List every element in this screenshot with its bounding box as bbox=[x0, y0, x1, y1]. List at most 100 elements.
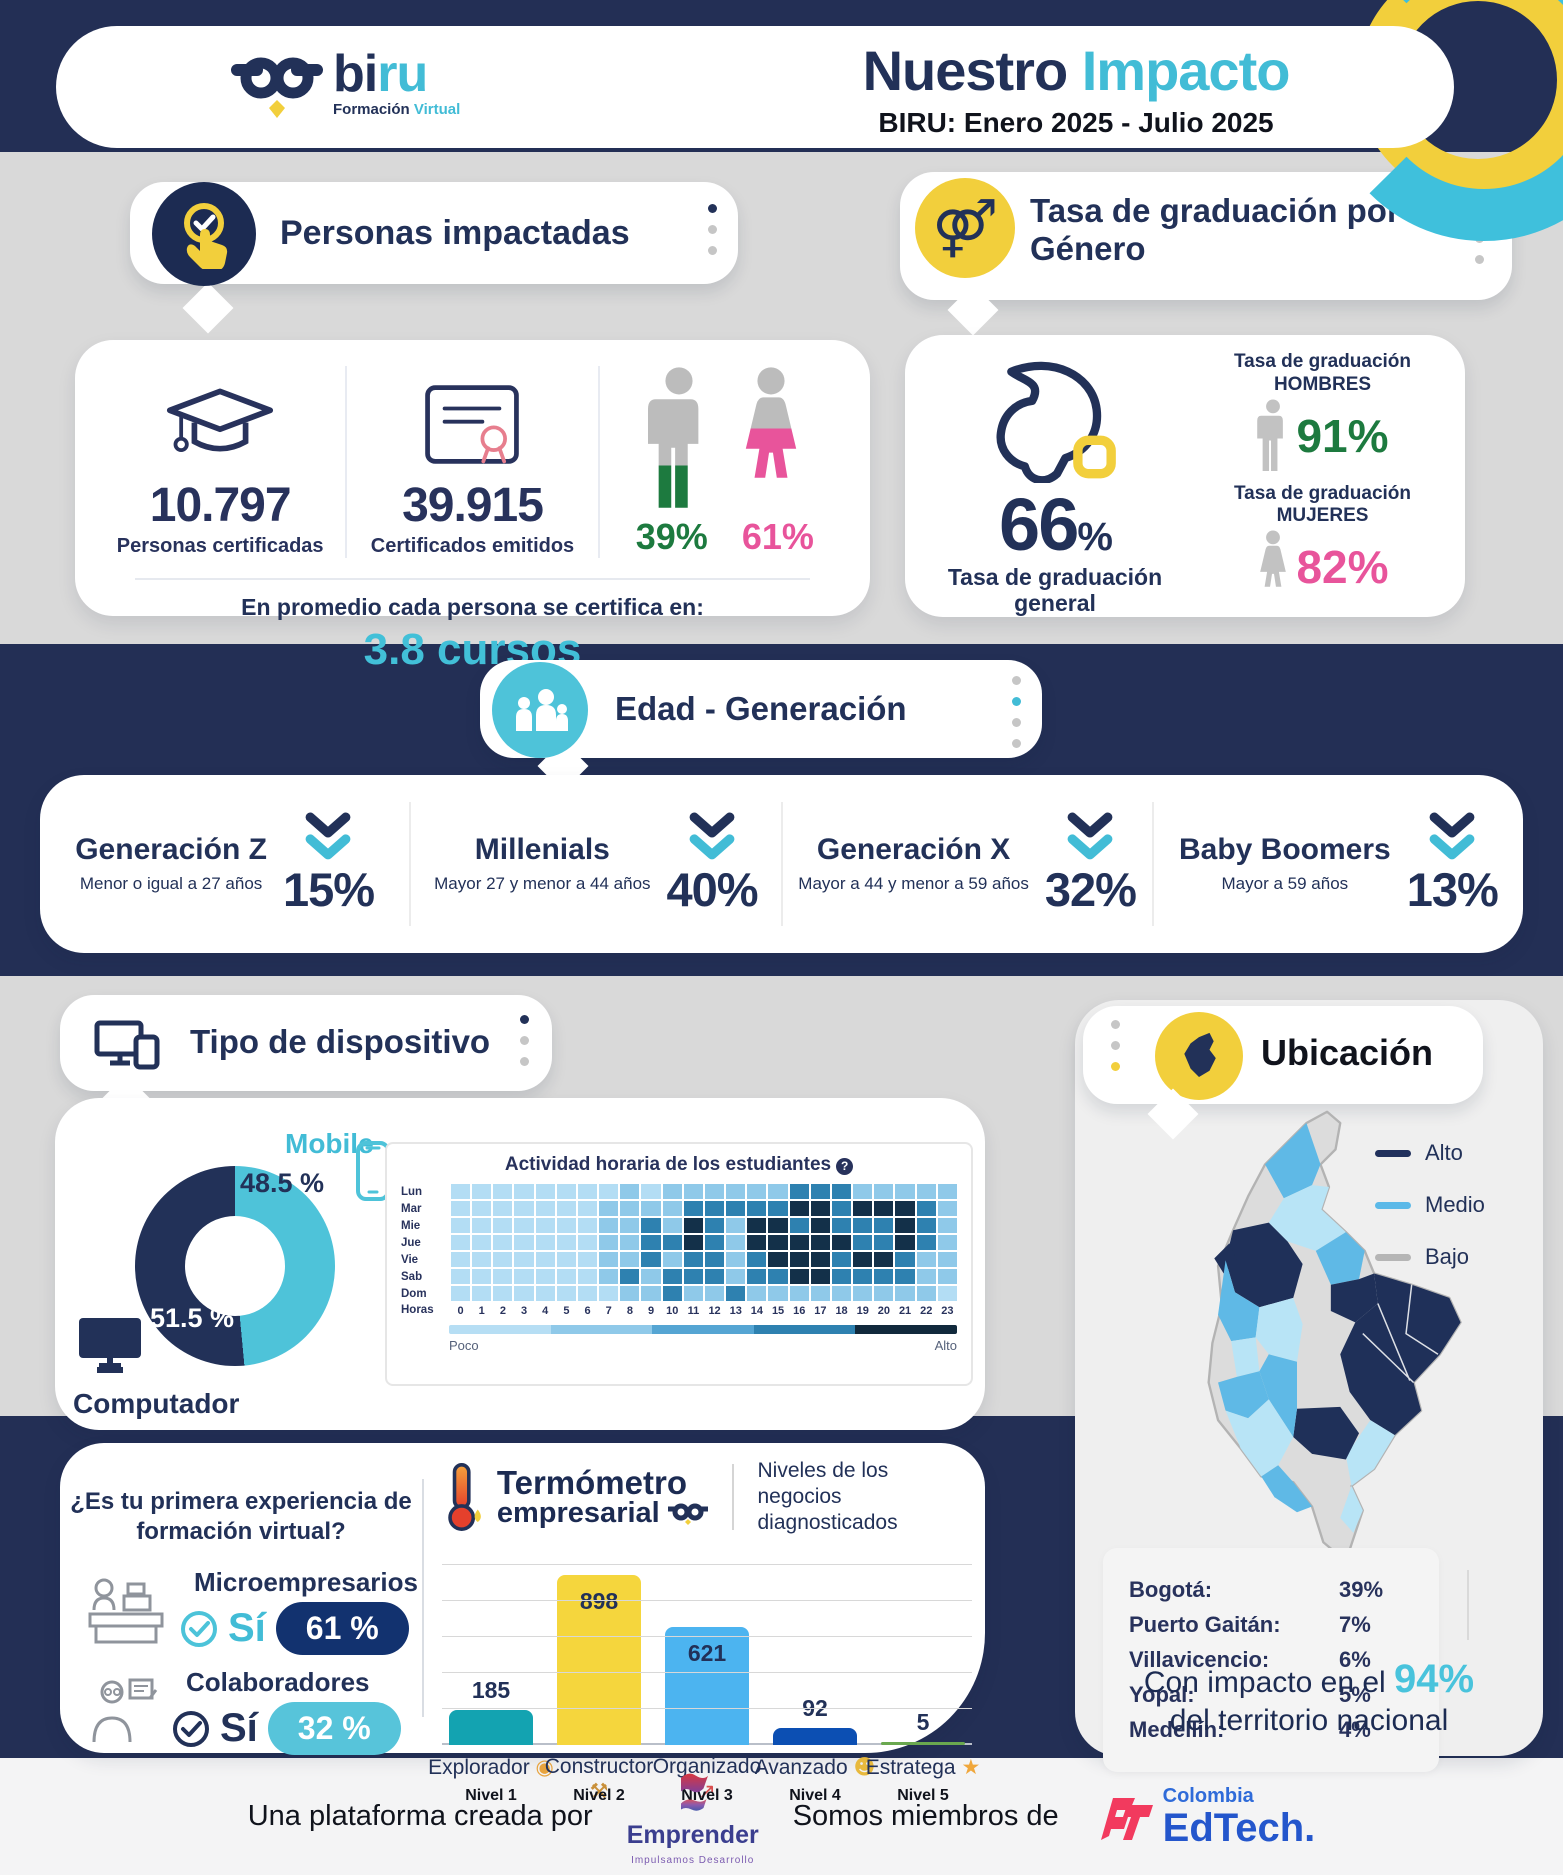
experiencia-question: ¿Es tu primera experiencia de formación v… bbox=[70, 1488, 412, 1545]
heatmap-cell bbox=[874, 1252, 894, 1267]
heatmap-cell bbox=[620, 1252, 640, 1267]
table-row: Villavicencio: 6% bbox=[1129, 1647, 1371, 1672]
si-label: Sí bbox=[228, 1606, 266, 1650]
male-figure-icon bbox=[647, 367, 699, 508]
heatmap-cell bbox=[937, 1201, 957, 1216]
heatmap-hour-label: 11 bbox=[687, 1305, 700, 1317]
gridline bbox=[442, 1600, 972, 1601]
dots-decoration bbox=[1111, 1014, 1120, 1077]
tasa-general-pct-sign: % bbox=[1077, 515, 1113, 559]
biru-logo: biru Formación Virtual bbox=[231, 48, 460, 122]
heatmap-hour-label: 9 bbox=[648, 1305, 655, 1317]
heatmap-row-label: Jue bbox=[401, 1236, 421, 1249]
footer-created-by: Una plataforma creada por bbox=[247, 1800, 593, 1832]
emprender-logo: Emprender Impulsamos Desarrollo bbox=[627, 1767, 759, 1866]
heatmap-hour-label: 5 bbox=[563, 1305, 570, 1317]
heatmap-cell bbox=[916, 1184, 936, 1199]
logo-text-bi: bi bbox=[333, 45, 378, 103]
edad-title: Edad - Generación bbox=[615, 690, 907, 727]
heatmap-cell bbox=[472, 1269, 492, 1284]
biru-owl-glasses-small-icon bbox=[667, 1503, 708, 1525]
colaboradores-row: Colaboradores Sí 32 % bbox=[88, 1667, 422, 1755]
emprender-tagline: Impulsamos Desarrollo bbox=[631, 1855, 755, 1866]
heatmap-cell bbox=[895, 1218, 915, 1233]
table-row: Puerto Gaitán: 7% bbox=[1129, 1612, 1371, 1637]
tasa-title-line2: Género bbox=[1030, 230, 1146, 267]
heatmap-cell bbox=[747, 1286, 767, 1301]
computer-percentage: 51.5 % bbox=[150, 1303, 235, 1333]
heatmap-cell bbox=[789, 1201, 809, 1216]
heatmap-cell bbox=[556, 1218, 576, 1233]
heatmap-row-label: Mar bbox=[401, 1202, 422, 1215]
heatmap-cell bbox=[556, 1201, 576, 1216]
heatmap-hour-label: 8 bbox=[626, 1305, 633, 1317]
microempresarios-row: Microempresarios Sí 61 % bbox=[88, 1567, 422, 1655]
heatmap-cell bbox=[853, 1218, 873, 1233]
tasa-mujeres-value: 82% bbox=[1296, 541, 1389, 594]
heatmap-cell bbox=[937, 1218, 957, 1233]
heatmap-cell bbox=[831, 1184, 852, 1199]
heatmap-cell bbox=[937, 1235, 957, 1250]
generation-pct: 15% bbox=[282, 862, 375, 916]
heatmap-cell bbox=[577, 1269, 598, 1284]
personas-stats-row: 10.797 Personas certificadas 39.915 Cert… bbox=[75, 340, 870, 558]
heatmap-hour-label: 2 bbox=[499, 1305, 506, 1317]
table-row: Bogotá: 39% bbox=[1129, 1577, 1384, 1602]
emprender-wordmark: Emprender bbox=[626, 1821, 759, 1849]
heatmap-cell bbox=[514, 1201, 534, 1216]
heatmap-cell bbox=[514, 1269, 534, 1284]
heatmap-cell bbox=[493, 1252, 513, 1267]
heatmap-hour-label: 4 bbox=[542, 1305, 549, 1317]
stat-label: Certificados emitidos bbox=[370, 535, 575, 557]
heatmap-cell bbox=[831, 1286, 852, 1301]
heatmap-cell bbox=[726, 1286, 746, 1301]
heatmap-cell bbox=[577, 1218, 598, 1233]
heatmap-cell bbox=[704, 1269, 725, 1284]
heatmap-hour-label: 16 bbox=[793, 1305, 806, 1317]
page-title: Nuestro Impacto BIRU: Enero 2025 - Julio… bbox=[746, 38, 1406, 139]
personas-title: Personas impactadas bbox=[280, 214, 630, 252]
edad-card: Generación Z Menor o igual a 27 años 15%… bbox=[40, 775, 1523, 953]
heatmap-hour-label: 14 bbox=[750, 1305, 764, 1317]
heatmap-cell bbox=[577, 1184, 598, 1199]
stat-personas-certificadas: 10.797 Personas certificadas bbox=[95, 366, 345, 558]
heatmap-cell bbox=[937, 1269, 957, 1284]
heatmap-cell bbox=[662, 1252, 682, 1267]
colombia-icon bbox=[1155, 1012, 1243, 1100]
title-impacto: Impacto bbox=[1081, 39, 1291, 102]
stat-value: 10.797 bbox=[149, 479, 292, 532]
heatmap-cell bbox=[704, 1184, 725, 1199]
heatmap-cell bbox=[451, 1218, 471, 1233]
heatmap-cell bbox=[556, 1252, 576, 1267]
heatmap-cell bbox=[577, 1201, 598, 1216]
heatmap-cell bbox=[556, 1235, 576, 1250]
heatmap-cell bbox=[451, 1201, 471, 1216]
heatmap-cell bbox=[493, 1201, 513, 1216]
heatmap-hour-label: 17 bbox=[814, 1305, 827, 1317]
heatmap-hour-label: 0 bbox=[457, 1305, 464, 1317]
heatmap-cell bbox=[683, 1201, 703, 1216]
heatmap-cell bbox=[683, 1235, 703, 1250]
heatmap-cell bbox=[874, 1286, 894, 1301]
heatmap-cell bbox=[895, 1235, 915, 1250]
legend-swatch-alto bbox=[1375, 1149, 1411, 1157]
heatmap-cell bbox=[874, 1184, 894, 1199]
heatmap-hour-label: 18 bbox=[835, 1305, 848, 1317]
map-legend: Alto Medio Bajo bbox=[1375, 1140, 1485, 1296]
heatmap-cell bbox=[599, 1201, 619, 1216]
heatmap-cell bbox=[472, 1184, 492, 1199]
heatmap-cell bbox=[726, 1218, 746, 1233]
heatmap-cell bbox=[620, 1235, 640, 1250]
ubicacion-card: Ubicación Alto bbox=[1075, 1000, 1543, 1772]
heatmap-cell bbox=[831, 1269, 852, 1284]
heatmap-cell bbox=[556, 1269, 576, 1284]
heatmap-cell bbox=[641, 1184, 661, 1199]
heatmap-cell bbox=[726, 1184, 746, 1199]
bar-explorador: 185 Explorador ◉ Nivel 1 bbox=[428, 1677, 554, 1804]
header-pill: biru Formación Virtual Nuestro Impacto B… bbox=[56, 26, 1454, 148]
gridline bbox=[442, 1672, 972, 1673]
heatmap-cell bbox=[853, 1184, 873, 1199]
heatmap-cell bbox=[620, 1184, 640, 1199]
edtech-colombia-label: Colombia bbox=[1162, 1784, 1254, 1807]
rocket-bird-icon bbox=[996, 361, 1116, 485]
